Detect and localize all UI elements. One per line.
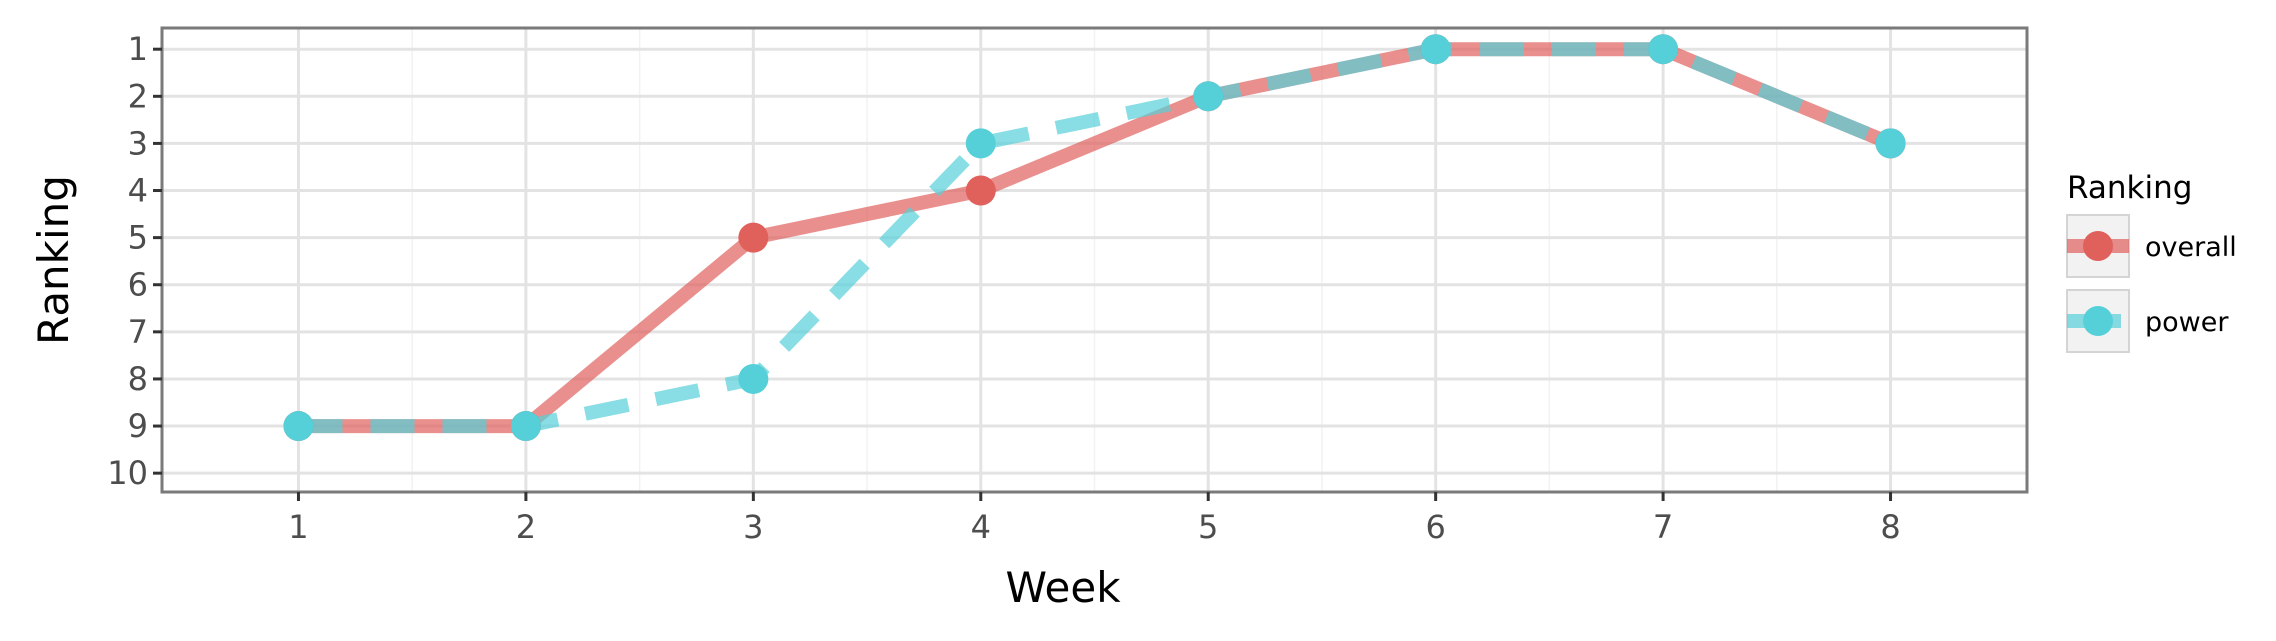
data-point-power (510, 411, 541, 442)
data-point-power (1875, 128, 1906, 159)
legend-title: Ranking (2067, 170, 2192, 206)
data-point-overall (738, 222, 769, 253)
y-tick-label: 7 (128, 313, 148, 351)
series-line-power (298, 42, 1894, 434)
series-lines (298, 42, 1894, 434)
plot-border (160, 26, 2029, 494)
data-point-power (1648, 34, 1679, 65)
y-tick-label: 3 (128, 124, 148, 162)
x-tick-label: 4 (971, 508, 991, 546)
legend-label: power (2145, 307, 2229, 338)
x-tick-label: 8 (1880, 508, 1900, 546)
data-point-power (738, 363, 769, 394)
series-points (283, 34, 1906, 442)
y-tick-label: 5 (128, 219, 148, 257)
y-tick-label: 2 (128, 77, 148, 115)
data-point-power (1193, 81, 1224, 112)
x-tick-label: 5 (1198, 508, 1218, 546)
data-point-power (1420, 34, 1451, 65)
legend-item-overall: overall (2066, 214, 2237, 278)
x-axis-ticks: 1 2 3 4 5 6 7 8 (288, 492, 1901, 546)
x-tick-label: 2 (516, 508, 536, 546)
data-point-power (283, 411, 314, 442)
legend-key-point (2083, 306, 2113, 336)
x-tick-label: 1 (288, 508, 308, 546)
y-axis-title: Ranking (29, 175, 78, 345)
legend: Ranking overall power (2066, 170, 2237, 353)
x-tick-label: 3 (743, 508, 763, 546)
y-tick-label: 9 (128, 407, 148, 445)
y-tick-label: 10 (107, 454, 148, 492)
y-tick-label: 4 (128, 172, 148, 210)
y-tick-label: 6 (128, 266, 148, 304)
x-axis-title: Week (1005, 563, 1121, 612)
legend-items: overall power (2066, 214, 2237, 353)
y-tick-label: 1 (128, 30, 148, 68)
x-tick-label: 6 (1425, 508, 1445, 546)
legend-label: overall (2145, 232, 2237, 263)
legend-item-power: power (2066, 289, 2229, 353)
y-tick-label: 8 (128, 360, 148, 398)
x-tick-label: 7 (1653, 508, 1673, 546)
y-axis-ticks: 1 2 3 4 5 6 7 8 9 10 (107, 30, 162, 492)
data-point-power (965, 128, 996, 159)
legend-key-point (2083, 231, 2113, 261)
data-point-overall (965, 175, 996, 206)
